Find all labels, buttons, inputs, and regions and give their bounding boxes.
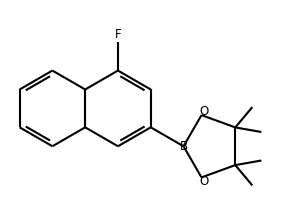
Text: O: O xyxy=(200,175,209,188)
Text: O: O xyxy=(200,105,209,118)
Text: B: B xyxy=(180,140,188,153)
Text: F: F xyxy=(115,28,121,41)
